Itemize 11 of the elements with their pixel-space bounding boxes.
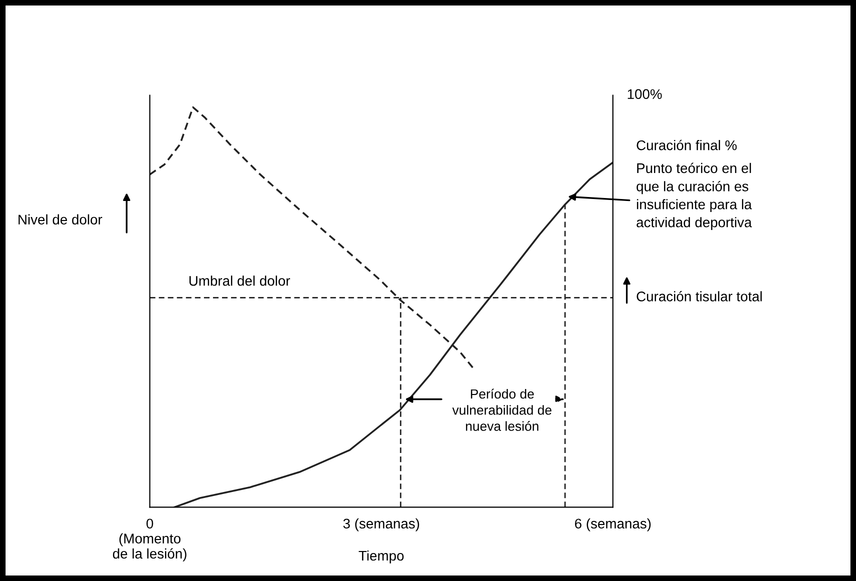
annotation: Período de vulnerabilidad de nueva lesión (452, 388, 552, 431)
y-axis-title: Nivel de dolor (18, 214, 102, 225)
text: Punto teórico en el que la curación es insuficiente para la actividad deportiva (636, 162, 752, 230)
text: Curación final % (636, 140, 737, 150)
x-tick-label: 6 (semanas) (575, 518, 651, 532)
text: Curación tisular total (636, 291, 762, 302)
text: 100% (628, 89, 662, 100)
x-tick-label: 0 (Momento de la lesión) (112, 518, 186, 562)
x-tick-label: 3 (semanas) (343, 518, 420, 532)
ref-line-label: Umbral del dolor (189, 276, 290, 286)
x-axis-title: Tiempo (358, 550, 404, 564)
